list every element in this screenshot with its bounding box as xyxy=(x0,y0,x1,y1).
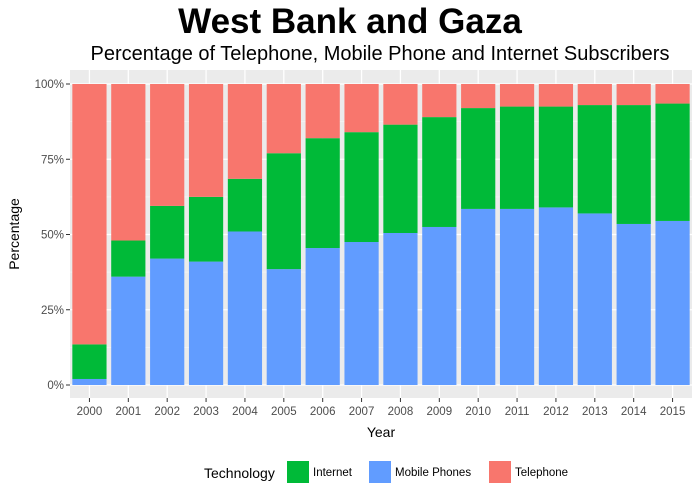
y-tick-label: 50% xyxy=(41,230,64,242)
x-tick-label: 2007 xyxy=(349,406,375,418)
y-axis-title: Percentage xyxy=(6,198,22,270)
x-tick-label: 2008 xyxy=(388,406,414,418)
y-tick-label: 25% xyxy=(41,305,64,317)
bar-segment-telephone xyxy=(461,84,496,109)
y-axis-ticks: 0% 25% 50% 75% 100% xyxy=(35,79,70,392)
bar-segment-telephone xyxy=(499,84,535,107)
bar-segment-internet xyxy=(305,138,340,249)
legend-title: Technology xyxy=(204,465,275,481)
x-tick-label: 2001 xyxy=(116,406,142,418)
bar-segment-internet xyxy=(383,124,418,233)
bar-segment-telephone xyxy=(422,84,457,118)
bar-segment-telephone xyxy=(305,84,340,139)
bar-segment-telephone xyxy=(111,84,146,241)
bar-segment-mobile-phones xyxy=(577,213,612,385)
bar-segment-internet xyxy=(227,178,263,232)
x-tick-label: 2012 xyxy=(543,406,569,418)
bar-segment-internet xyxy=(422,117,457,227)
y-tick-label: 0% xyxy=(47,380,64,392)
legend-label: Mobile Phones xyxy=(395,467,471,479)
bar-segment-telephone xyxy=(188,84,224,197)
bar-segment-internet xyxy=(538,106,574,208)
legend-label: Telephone xyxy=(515,467,568,479)
legend-key-mobile-phones xyxy=(369,461,391,483)
bar-segment-mobile-phones xyxy=(383,232,418,385)
bar-segment-internet xyxy=(111,240,146,277)
y-tick-label: 75% xyxy=(41,154,64,166)
bar-segment-mobile-phones xyxy=(111,276,146,385)
bar-segment-mobile-phones xyxy=(266,269,301,385)
bar-segment-mobile-phones xyxy=(499,208,535,385)
x-tick-label: 2004 xyxy=(232,406,258,418)
bar-segment-mobile-phones xyxy=(461,208,496,385)
bar-segment-telephone xyxy=(655,84,690,104)
bar-segment-mobile-phones xyxy=(150,258,185,385)
legend-label: Internet xyxy=(313,467,353,479)
bar-segment-telephone xyxy=(227,84,263,179)
bar-segment-telephone xyxy=(538,84,574,107)
y-tick-label: 100% xyxy=(35,79,64,91)
bar-segment-internet xyxy=(577,105,612,214)
bar-segment-mobile-phones xyxy=(422,226,457,385)
bar-segment-telephone xyxy=(150,84,185,206)
legend-key-internet xyxy=(287,461,309,483)
bar-segment-internet xyxy=(188,196,224,262)
bar-segment-mobile-phones xyxy=(188,261,224,385)
x-tick-label: 2010 xyxy=(465,406,491,418)
x-tick-label: 2006 xyxy=(310,406,336,418)
bar-segment-internet xyxy=(266,153,301,270)
x-tick-label: 2011 xyxy=(505,406,530,418)
bar-segment-telephone xyxy=(266,84,301,154)
x-tick-label: 2003 xyxy=(193,406,219,418)
legend: Technology Internet Mobile Phones Telephon… xyxy=(204,461,568,483)
bar-segment-internet xyxy=(499,106,535,209)
bar-segment-mobile-phones xyxy=(616,223,651,385)
bar-segment-mobile-phones xyxy=(344,242,379,385)
bar-segment-internet xyxy=(344,132,379,243)
chart-title: West Bank and Gaza xyxy=(178,2,522,41)
bar-segment-internet xyxy=(655,103,690,221)
x-tick-label: 2015 xyxy=(660,406,686,418)
x-tick-label: 2000 xyxy=(77,406,103,418)
bar-segment-telephone xyxy=(72,84,107,345)
x-tick-label: 2002 xyxy=(154,406,180,418)
x-axis-title: Year xyxy=(367,424,396,440)
bar-segment-mobile-phones xyxy=(655,220,690,385)
bar-segment-telephone xyxy=(616,84,651,106)
bar-segment-mobile-phones xyxy=(538,207,574,385)
bars xyxy=(72,84,690,385)
bar-segment-mobile-phones xyxy=(227,231,263,385)
bar-segment-internet xyxy=(461,108,496,209)
chart-subtitle: Percentage of Telephone, Mobile Phone an… xyxy=(90,43,670,65)
x-tick-label: 2009 xyxy=(427,406,453,418)
bar-segment-mobile-phones xyxy=(72,378,107,385)
bar-segment-telephone xyxy=(383,84,418,125)
bar-segment-mobile-phones xyxy=(305,248,340,385)
x-tick-label: 2005 xyxy=(271,406,297,418)
bar-segment-telephone xyxy=(344,84,379,133)
x-tick-label: 2014 xyxy=(621,406,647,418)
bar-segment-internet xyxy=(616,105,651,224)
bar-segment-telephone xyxy=(577,84,612,106)
x-axis-ticks: 2000 2001 2002 2003 2004 2005 2006 2007 2008 2009… xyxy=(77,398,686,418)
bar-segment-internet xyxy=(150,205,185,259)
legend-key-telephone xyxy=(489,461,511,483)
x-tick-label: 2013 xyxy=(582,406,608,418)
bar-segment-internet xyxy=(72,344,107,379)
